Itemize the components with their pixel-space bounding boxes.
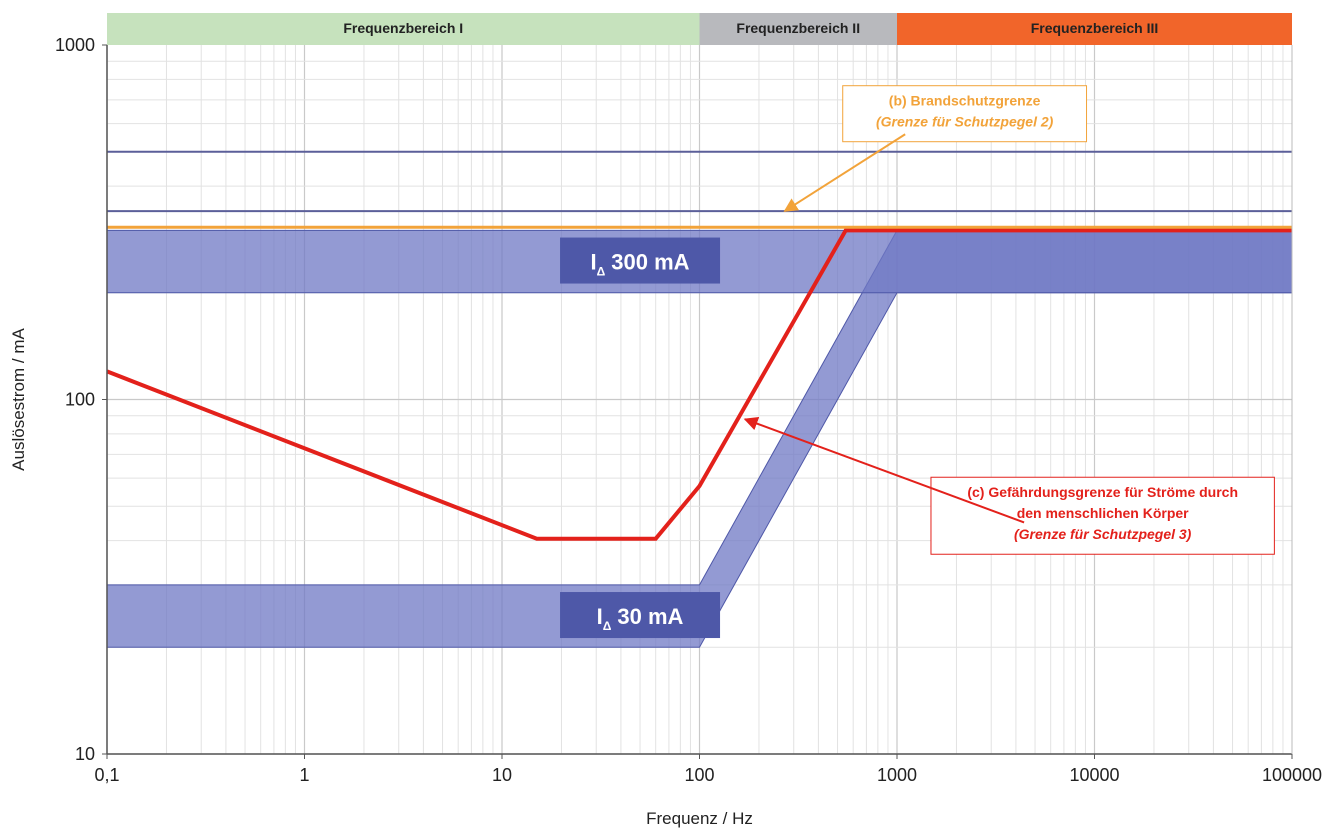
frequency-ranges: Frequenzbereich I Frequenzbereich II Frequ… [107, 13, 1292, 45]
frequency-range-3 [897, 13, 1292, 45]
annotation-text-b: (Grenze für Schutzpegel 2) [876, 114, 1054, 130]
y-tick-label: 1000 [55, 35, 95, 55]
frequency-range-label-3: Frequenzbereich III [1031, 20, 1159, 36]
frequency-range-label-1: Frequenzbereich I [343, 20, 463, 36]
band-label-1: IΔ 30 mA [597, 604, 684, 633]
series-c [106, 228, 1292, 541]
annotations: (b) Brandschutzgrenze (Grenze für Schutzp… [743, 85, 1275, 555]
annotation-text-c: den menschlichen Körper [1017, 505, 1189, 521]
x-tick-label: 10000 [1069, 765, 1119, 785]
y-axis-title: Auslösestrom / mA [9, 328, 28, 471]
annotation-box-b [842, 85, 1088, 143]
frequency-range-label-2: Frequenzbereich II [736, 20, 860, 36]
band-label-box-2 [560, 237, 721, 284]
x-tick-label: 100 [684, 765, 714, 785]
annotation-arrow-c [743, 416, 1025, 524]
x-tick-label: 10 [492, 765, 512, 785]
annotation-text-c: (c) Gefährdungsgrenze für Ströme durch [967, 484, 1238, 500]
x-axis-title: Frequenz / Hz [646, 809, 753, 828]
x-tick-label: 100000 [1262, 765, 1322, 785]
annotation-arrow-b [783, 133, 906, 212]
axes: 0,1 1 10 100 1000 10000 100000 10 100 1000 Frequen… [9, 35, 1322, 828]
x-tick-label: 1000 [877, 765, 917, 785]
annotation-text-b: (b) Brandschutzgrenze [889, 93, 1041, 109]
annotation-box-c [930, 476, 1275, 555]
annotation-text-c: (Grenze für Schutzpegel 3) [1014, 526, 1192, 542]
series [106, 150, 1292, 541]
x-tick-label: 0,1 [94, 765, 119, 785]
x-tick-label: 1 [299, 765, 309, 785]
frequency-range-1 [107, 13, 700, 45]
y-tick-label: 10 [75, 744, 95, 764]
frequency-range-2 [699, 13, 897, 45]
band-label-2: IΔ 300 mA [591, 250, 690, 279]
band-label-box-1 [560, 592, 721, 639]
y-tick-label: 100 [65, 390, 95, 410]
